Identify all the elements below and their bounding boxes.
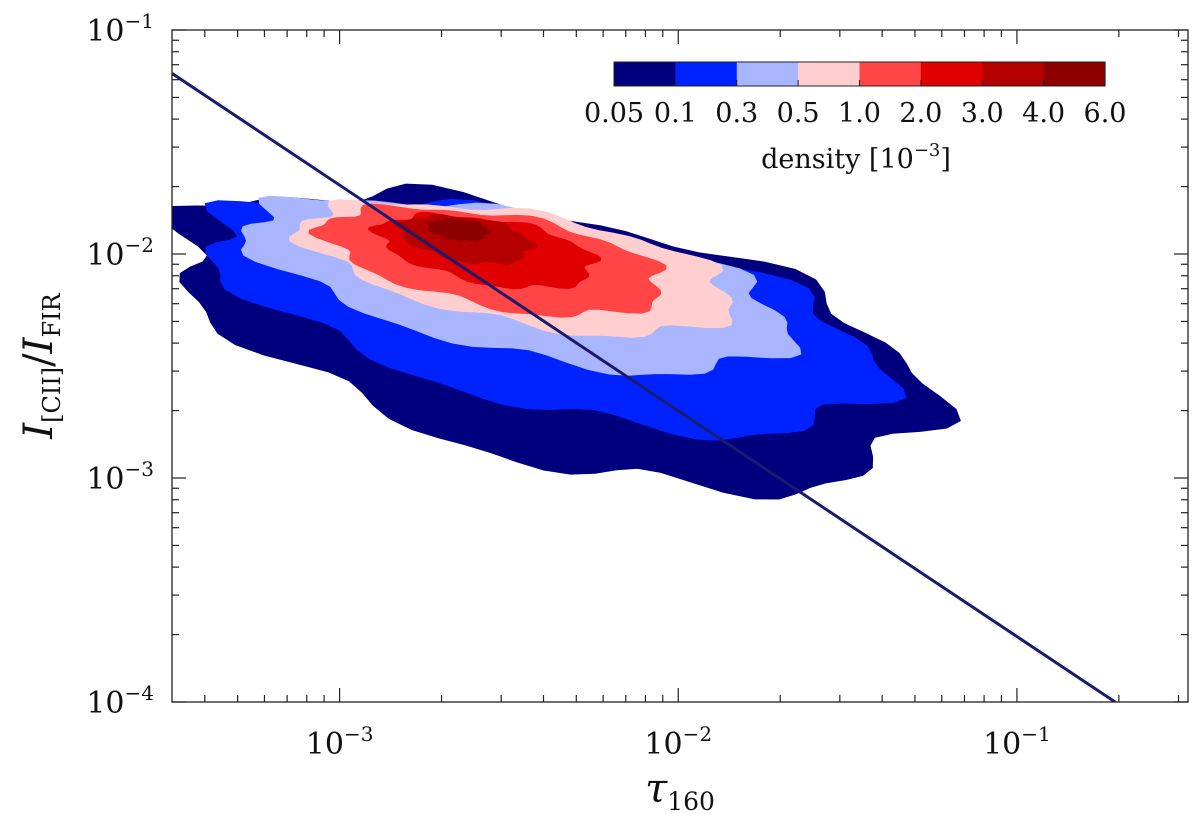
colorbar-tick-label: 0.3: [715, 98, 758, 129]
x-axis-label: τ160: [645, 766, 715, 814]
colorbar: 0.05 0.1 0.3 0.5 1.0 2.0 3.0 4.0 6.0 density [10−…: [584, 61, 1127, 175]
y-axis-label-denominator: I: [16, 336, 62, 354]
contour-level-7: [426, 218, 492, 242]
y-axis-label-numerator-sub: [CII]: [38, 367, 66, 423]
y-tick-label: 10−4: [86, 681, 154, 721]
colorbar-swatch: [798, 62, 861, 86]
colorbar-swatch: [859, 62, 922, 86]
colorbar-swatch: [736, 62, 799, 86]
x-axis-label-subscript: 160: [667, 787, 715, 814]
colorbar-tick-label: 1.0: [838, 98, 881, 129]
x-tick-label: 10−2: [644, 722, 712, 762]
x-tick-label: 10−1: [983, 722, 1051, 762]
y-axis-label-numerator: I: [16, 422, 62, 440]
colorbar-tick-label: 4.0: [1022, 98, 1065, 129]
x-axis-label-symbol: τ: [645, 766, 668, 812]
colorbar-tick-label: 0.5: [777, 98, 820, 129]
reference-line-group: [172, 72, 1116, 702]
colorbar-swatch: [1043, 62, 1106, 86]
y-axis-label-denominator-sub: FIR: [38, 292, 66, 337]
colorbar-tick-label: 0.1: [654, 98, 697, 129]
colorbar-swatch: [675, 62, 738, 86]
colorbar-label: density [10−3]: [761, 140, 951, 175]
colorbar-tick-label: 3.0: [961, 98, 1004, 129]
reference-line: [172, 72, 1116, 702]
y-tick-label: 10−3: [86, 457, 154, 497]
y-tick-label: 10−2: [86, 233, 154, 273]
y-tick-label: 10−1: [86, 9, 154, 49]
colorbar-tick-label: 6.0: [1084, 98, 1127, 129]
density-contours: [172, 183, 961, 500]
axes: 10−3 10−2 10−1 10−1 10−2 10−3 10−4: [86, 9, 1188, 762]
y-axis-label-slash: /: [16, 353, 62, 367]
x-tick-label: 10−3: [306, 722, 374, 762]
colorbar-swatch: [982, 62, 1045, 86]
colorbar-tick-label: 2.0: [899, 98, 942, 129]
colorbar-swatch: [920, 62, 983, 86]
colorbar-tick-label: 0.05: [584, 98, 644, 129]
plot-frame: [171, 29, 1189, 703]
colorbar-swatch: [614, 62, 676, 86]
y-axis-label: I[CII]/IFIR: [16, 292, 66, 439]
